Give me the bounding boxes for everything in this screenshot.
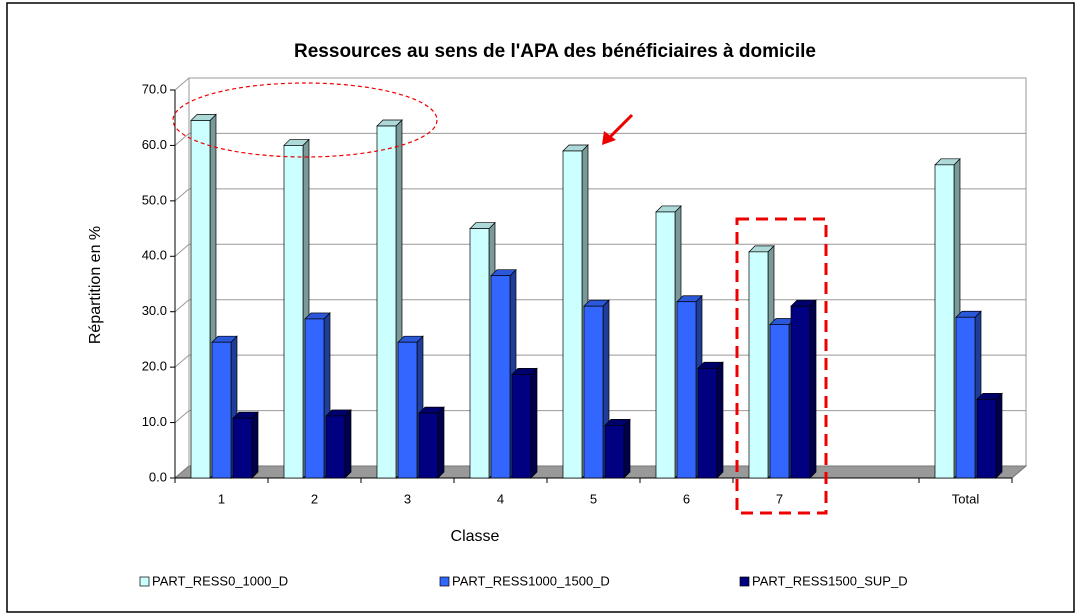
bar xyxy=(790,305,811,479)
annotation-arrow xyxy=(608,113,634,139)
y-tick-label: 30.0 xyxy=(142,303,167,318)
bar xyxy=(583,305,604,479)
bar-side xyxy=(995,392,1003,479)
bar xyxy=(655,211,676,479)
x-tick-label: 1 xyxy=(218,491,225,506)
bar-side xyxy=(623,418,631,479)
y-tick-label: 60.0 xyxy=(142,137,167,152)
bar xyxy=(490,275,511,479)
bar xyxy=(190,120,211,479)
legend-swatch xyxy=(139,576,150,587)
grid-line xyxy=(174,133,190,146)
bar-side xyxy=(344,409,352,479)
bar xyxy=(304,318,325,479)
grid-line xyxy=(174,243,190,257)
bar xyxy=(604,424,625,479)
annotation-arrowhead xyxy=(602,131,616,145)
bar-side xyxy=(437,406,445,479)
grid-line xyxy=(174,354,190,368)
legend-label: PART_RESS0_1000_D xyxy=(152,573,288,588)
y-tick-label: 0.0 xyxy=(149,469,167,484)
x-tick-label: 4 xyxy=(497,491,504,506)
bar-side xyxy=(251,411,259,479)
bar xyxy=(976,398,997,479)
bar xyxy=(562,150,583,479)
bar xyxy=(748,251,769,479)
bar xyxy=(325,415,346,479)
x-axis-label: Classe xyxy=(451,528,500,545)
grid-line xyxy=(174,299,190,313)
y-tick-label: 50.0 xyxy=(142,192,167,207)
y-tick-label: 70.0 xyxy=(142,81,167,96)
grid-line xyxy=(174,410,190,423)
bar xyxy=(469,228,490,479)
bar xyxy=(769,324,790,479)
bar xyxy=(697,367,718,479)
legend-swatch xyxy=(439,576,450,587)
bar xyxy=(955,316,976,479)
bar xyxy=(934,164,955,479)
y-tick-label: 20.0 xyxy=(142,359,167,374)
chart-title: Ressources au sens de l'APA des bénéfici… xyxy=(294,41,816,62)
x-tick-label: Total xyxy=(952,491,980,506)
annotation-ellipse xyxy=(172,82,438,158)
bar xyxy=(511,373,532,479)
bar-side xyxy=(809,299,817,479)
bar xyxy=(397,341,418,479)
grid-line xyxy=(174,188,190,202)
x-tick-label: 3 xyxy=(404,491,411,506)
bar xyxy=(376,125,397,479)
bar xyxy=(283,145,304,479)
bar-side xyxy=(716,361,724,479)
bar xyxy=(418,412,439,479)
x-tick-label: 6 xyxy=(683,491,690,506)
x-tick-label: 2 xyxy=(311,491,318,506)
y-axis-label: Répartition en % xyxy=(87,226,104,344)
legend-label: PART_RESS1000_1500_D xyxy=(452,573,610,588)
bar xyxy=(232,417,253,479)
x-tick-label: 7 xyxy=(776,491,783,506)
y-tick-label: 10.0 xyxy=(142,414,167,429)
x-tick-label: 5 xyxy=(590,491,597,506)
bar xyxy=(211,341,232,479)
y-tick-label: 40.0 xyxy=(142,248,167,263)
legend-label: PART_RESS1500_SUP_D xyxy=(752,573,908,588)
annotation-box xyxy=(735,217,828,515)
legend-swatch xyxy=(739,576,750,587)
bar-side xyxy=(530,367,538,479)
bar xyxy=(676,301,697,479)
grid-line xyxy=(174,77,190,91)
